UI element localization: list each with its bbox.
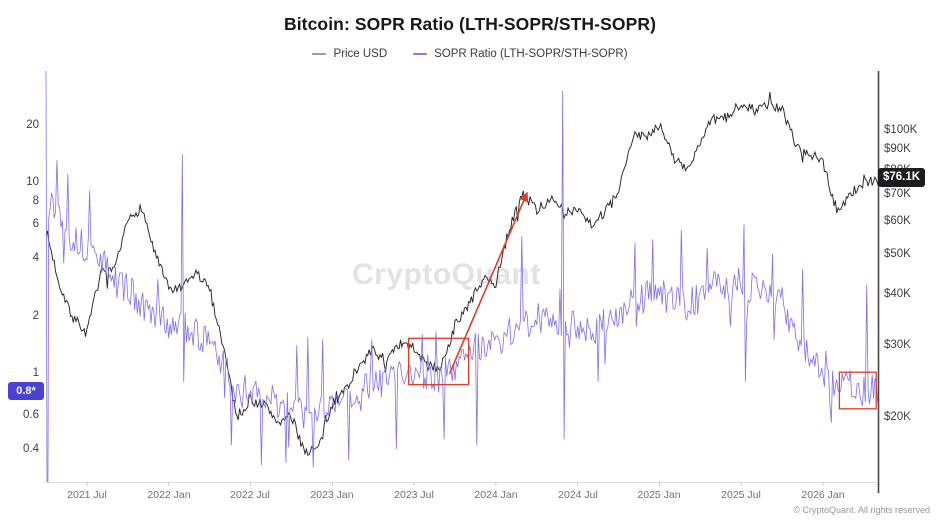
legend-label-sopr: SOPR Ratio (LTH-SOPR/STH-SOPR) bbox=[434, 48, 628, 60]
y-axis-right-label: $90K bbox=[884, 143, 911, 155]
chart-legend: Price USD SOPR Ratio (LTH-SOPR/STH-SOPR) bbox=[0, 48, 940, 60]
x-axis-label: 2024 Jan bbox=[474, 489, 518, 501]
x-axis-label: 2023 Jan bbox=[310, 489, 354, 501]
plot-area[interactable] bbox=[44, 71, 878, 483]
y-axis-left-label: 0.4 bbox=[23, 443, 39, 455]
x-axis-label: 2026 Jan bbox=[801, 489, 845, 501]
price-line-swatch-icon bbox=[312, 53, 327, 55]
y-axis-left-label: 2 bbox=[32, 310, 39, 322]
sopr-current-value-badge: 0.8* bbox=[8, 382, 44, 400]
y-axis-left-label: 0.6 bbox=[23, 409, 39, 421]
sopr-line-swatch-icon bbox=[413, 53, 428, 55]
y-axis-right-label: $50K bbox=[884, 248, 911, 260]
annotation-box-1 bbox=[407, 337, 470, 386]
y-axis-left-label: 8 bbox=[32, 195, 39, 207]
copyright-notice: © CryptoQuant. All rights reserved bbox=[793, 505, 930, 515]
x-axis-label: 2023 Jul bbox=[394, 489, 434, 501]
y-axis-left-label: 20 bbox=[26, 119, 39, 131]
chart-title: Bitcoin: SOPR Ratio (LTH-SOPR/STH-SOPR) bbox=[283, 14, 657, 34]
y-axis-left-label: 6 bbox=[32, 218, 39, 230]
y-axis-right-label: $60K bbox=[884, 215, 911, 227]
x-axis-label: 2021 Jul bbox=[67, 489, 107, 501]
y-axis-right-label: $20K bbox=[884, 411, 911, 423]
legend-item-price[interactable]: Price USD bbox=[312, 48, 387, 60]
price-current-value-badge: $76.1K bbox=[878, 168, 926, 187]
x-axis-label: 2025 Jul bbox=[721, 489, 761, 501]
legend-item-sopr[interactable]: SOPR Ratio (LTH-SOPR/STH-SOPR) bbox=[413, 48, 628, 60]
annotation-box-2 bbox=[838, 371, 877, 410]
x-axis-label: 2024 Jul bbox=[558, 489, 598, 501]
sopr-line bbox=[45, 71, 878, 483]
y-axis-left-label: 10 bbox=[26, 176, 39, 188]
x-axis-label: 2022 Jan bbox=[147, 489, 191, 501]
y-axis-left-label: 1 bbox=[32, 367, 39, 379]
price-line bbox=[45, 91, 878, 456]
x-axis-label: 2022 Jul bbox=[230, 489, 270, 501]
y-axis-right-label: $100K bbox=[884, 124, 918, 136]
x-axis-label: 2025 Jan bbox=[637, 489, 681, 501]
legend-label-price: Price USD bbox=[333, 48, 388, 60]
y-axis-right-label: $70K bbox=[884, 188, 911, 200]
cryptoquant-watermark: CryptoQuant bbox=[352, 258, 541, 292]
y-axis-right-label: $40K bbox=[884, 288, 911, 300]
annotation-arrow bbox=[448, 191, 529, 375]
y-axis-left-label: 4 bbox=[32, 252, 39, 264]
y-axis-right-label: $30K bbox=[884, 339, 911, 351]
